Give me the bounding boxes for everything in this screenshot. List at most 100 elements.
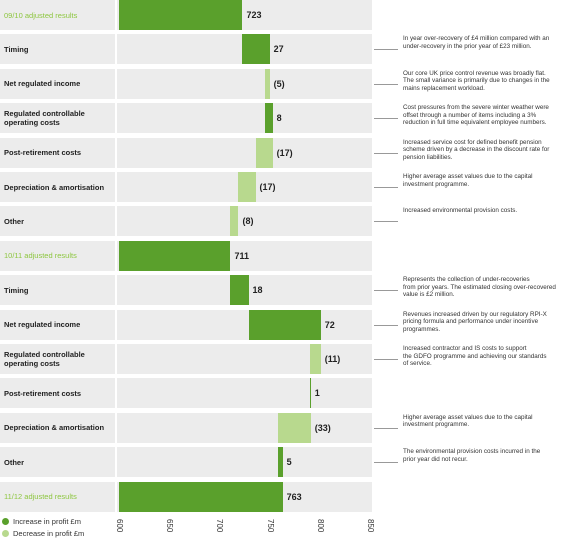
category-label: 10/11 adjusted results	[4, 251, 77, 261]
chart-background	[117, 137, 372, 168]
annotation: The environmental provision costs incurr…	[403, 448, 540, 463]
value-label: (11)	[324, 354, 341, 364]
bar	[242, 34, 270, 65]
x-tick-label: 800	[315, 519, 325, 533]
category-label: Depreciation & amortisation	[4, 182, 105, 192]
bar	[248, 309, 321, 340]
annotation: Increased service cost for defined benef…	[403, 139, 549, 162]
label-background	[0, 344, 115, 374]
category-label: 11/12 adjusted results	[4, 492, 77, 502]
annotation: Our core UK price control revenue was br…	[403, 70, 550, 93]
bar	[264, 68, 270, 99]
annotation: Higher average asset values due to the c…	[403, 173, 533, 188]
category-label: Net regulated income	[4, 79, 81, 89]
chart-background	[117, 206, 372, 237]
annotation-line: Our core UK price control revenue was br…	[403, 69, 546, 77]
bar	[264, 103, 273, 134]
annotation-line: In year over-recovery of £4 million comp…	[403, 35, 550, 43]
annotation: In year over-recovery of £4 million comp…	[403, 35, 549, 50]
bar	[238, 172, 256, 202]
value-label: 27	[273, 44, 284, 55]
annotation-line: mains replacement workload.	[403, 84, 485, 92]
annotation-line: investment programme.	[403, 421, 470, 429]
category-label: Other	[4, 216, 25, 226]
label-background	[0, 378, 115, 409]
annotation-line: Higher average asset values due to the c…	[403, 413, 533, 421]
chart-background	[117, 447, 372, 478]
connector-line	[374, 83, 398, 85]
bar	[309, 344, 321, 374]
label-background	[0, 481, 115, 512]
connector-line	[374, 118, 398, 120]
annotation-line: reduction in full time equivalent employ…	[403, 119, 547, 127]
annotation-line: offset through a number of items includi…	[403, 111, 537, 119]
label-background	[0, 172, 115, 202]
annotation-line: value is £2 million.	[403, 291, 455, 299]
annotation-line: Higher average asset values due to the c…	[403, 173, 533, 180]
legend-label: Increase in profit £m	[13, 517, 81, 526]
bar	[277, 447, 283, 478]
annotation-line: Increased environmental provision costs.	[403, 207, 518, 215]
category-label: Regulated controllable operating costs	[4, 350, 85, 368]
annotation-line: pension liabilities.	[403, 153, 453, 161]
chart-background	[117, 378, 372, 409]
annotation: Increased contractor and IS costs to sup…	[403, 345, 547, 368]
bar	[230, 275, 249, 306]
category-label: 09/10 adjusted results	[4, 10, 78, 20]
value-label: (17)	[276, 147, 293, 158]
annotation: Revenues increased driven by our regulat…	[403, 311, 547, 334]
annotation-line: from prior years. The estimated closing …	[403, 283, 556, 291]
connector-line	[374, 187, 398, 188]
value-label: (17)	[259, 182, 276, 192]
label-background	[0, 137, 115, 168]
annotation: Increased environmental provision costs.	[403, 207, 517, 215]
bar	[119, 240, 231, 271]
value-label: 5	[286, 457, 292, 468]
bar	[309, 378, 311, 409]
category-label: Regulated controllable operating costs	[4, 109, 85, 128]
annotation-line: Cost pressures from the severe winter we…	[403, 104, 549, 112]
annotation-line: scheme driven by a decrease in the disco…	[403, 146, 550, 154]
annotation-line: The small variance is primarily due to c…	[403, 77, 550, 85]
annotation-line: programmes.	[403, 325, 441, 333]
category-label: Other	[4, 457, 25, 467]
bar	[119, 481, 283, 512]
label-background	[0, 275, 115, 306]
label-background	[0, 447, 115, 478]
x-tick-label: 600	[115, 519, 124, 533]
annotation: Represents the collection of under-recov…	[403, 276, 556, 299]
chart-background	[117, 344, 372, 374]
value-label: (5)	[273, 78, 285, 89]
value-label: (33)	[314, 422, 331, 433]
value-label: (8)	[242, 216, 254, 227]
connector-line	[374, 152, 398, 154]
category-label: Net regulated income	[4, 320, 81, 330]
value-label: 72	[324, 319, 335, 330]
bar	[119, 0, 243, 30]
connector-line	[374, 290, 398, 292]
chart-background	[117, 412, 372, 443]
category-label: Timing	[4, 285, 29, 295]
value-label: 711	[234, 250, 249, 261]
annotation-line: of service.	[403, 360, 432, 368]
chart-background	[117, 309, 372, 340]
connector-line	[374, 359, 398, 360]
annotation-line: Increased service cost for defined benef…	[403, 138, 542, 146]
label-background	[0, 34, 115, 65]
bar	[230, 206, 239, 237]
connector-line	[374, 427, 398, 429]
annotation-line: investment programme.	[403, 180, 470, 188]
bar	[255, 137, 273, 168]
x-tick-label: 700	[215, 519, 225, 533]
category-label: Timing	[4, 44, 29, 54]
label-background	[0, 309, 115, 340]
bar	[277, 412, 311, 443]
annotation-line: Increased contractor and IS costs to sup…	[403, 345, 527, 352]
annotation: Higher average asset values due to the c…	[403, 414, 533, 429]
label-background	[0, 0, 115, 30]
annotation-line: the GDFO programme and achieving our sta…	[403, 352, 547, 360]
category-label: Post-retirement costs	[4, 388, 82, 398]
legend-label: Decrease in profit £m	[13, 529, 85, 538]
x-tick-label: 650	[165, 519, 175, 533]
